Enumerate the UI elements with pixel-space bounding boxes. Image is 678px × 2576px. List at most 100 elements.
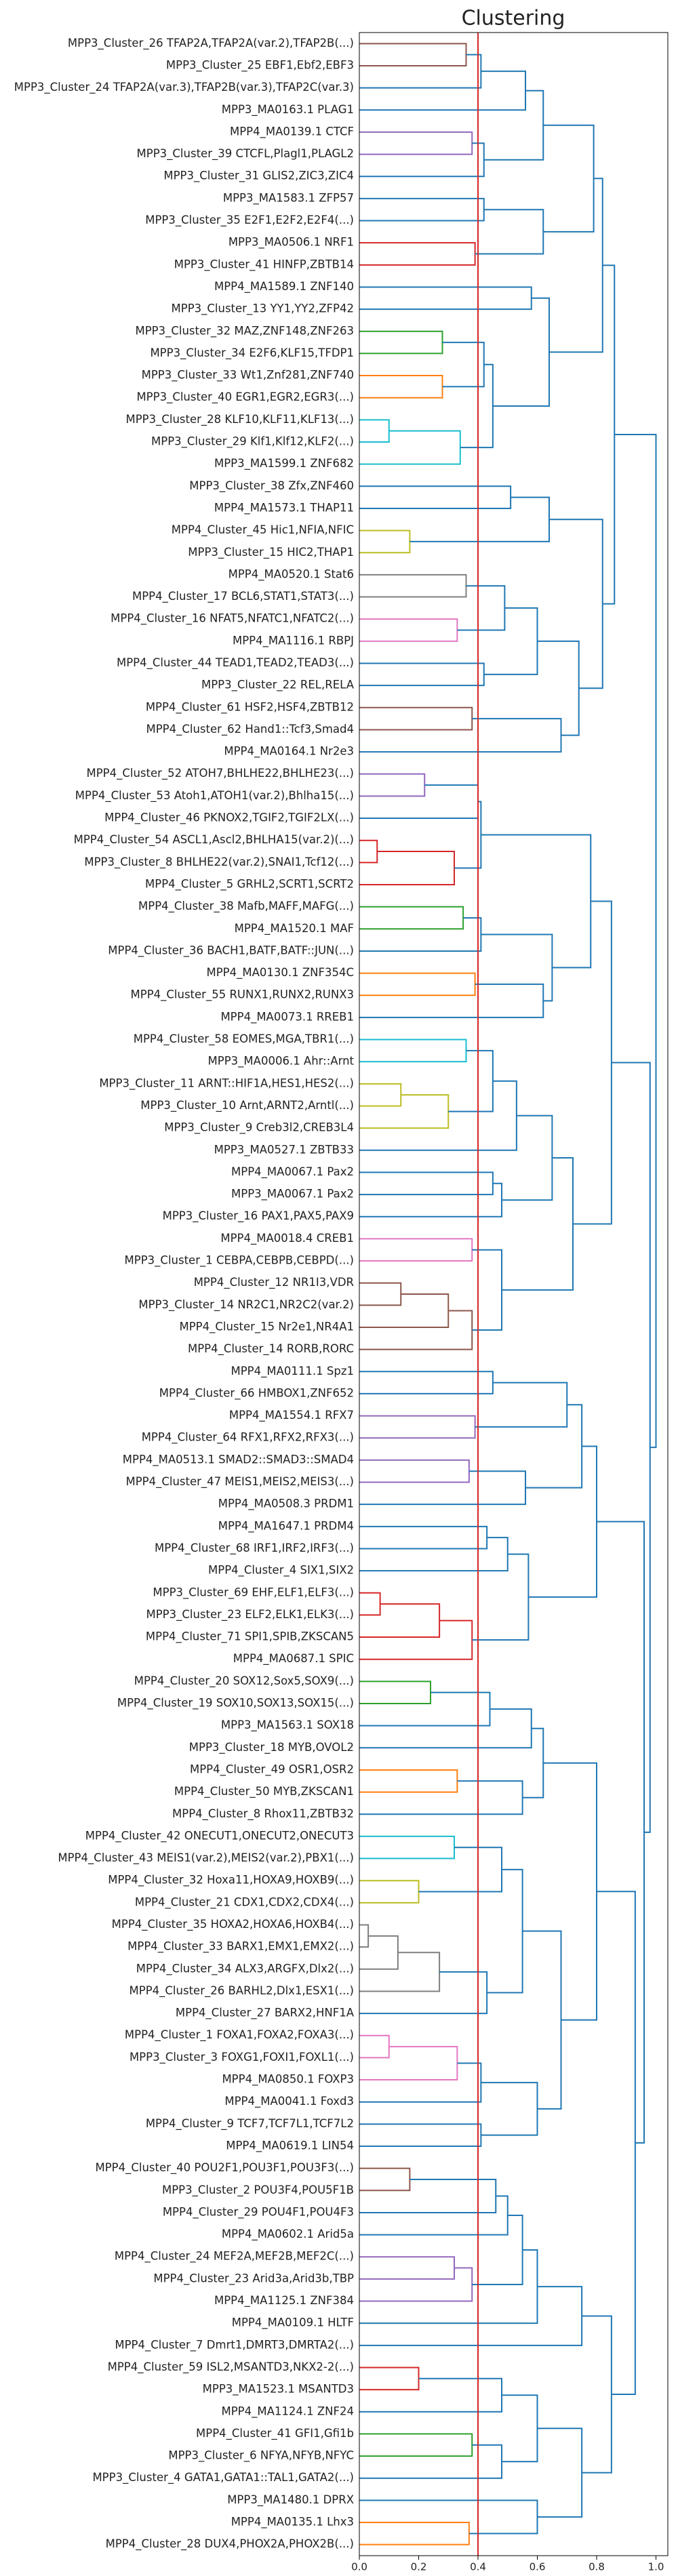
leaf-label: MPP4_Cluster_20 SOX12,Sox5,SOX9(...) xyxy=(134,1674,354,1688)
leaf-label: MPP4_Cluster_34 ALX3,ARGFX,Dlx2(...) xyxy=(136,1962,354,1975)
leaf-label: MPP4_MA0602.1 Arid5a xyxy=(222,2228,354,2241)
link xyxy=(502,1157,574,1291)
link xyxy=(359,1470,526,1506)
leaf-label: MPP4_Cluster_36 BACH1,BATF,BATF::JUN(...… xyxy=(108,944,354,957)
link xyxy=(359,1182,502,1217)
link xyxy=(359,2249,538,2325)
link xyxy=(472,2215,523,2286)
x-tick-label: 1.0 xyxy=(648,2561,664,2573)
leaf-label: MPP3_Cluster_33 Wt1,Znf281,ZNF740 xyxy=(142,369,354,382)
link xyxy=(483,607,538,675)
link xyxy=(359,784,479,820)
link xyxy=(472,1249,502,1331)
leaf-label: MPP3_Cluster_35 E2F1,E2F2,E2F4(...) xyxy=(145,214,354,227)
leaf-label: MPP3_Cluster_32 MAZ,ZNF148,ZNF263 xyxy=(135,324,354,338)
link xyxy=(502,2394,538,2463)
link xyxy=(528,1445,597,1598)
leaf-label: MPP4_Cluster_47 MEIS1,MEIS2,MEIS3(...) xyxy=(125,1475,354,1489)
link xyxy=(359,1282,402,1306)
leaf-label: MPP4_MA0687.1 SPIC xyxy=(233,1652,354,1666)
link xyxy=(359,618,458,642)
link xyxy=(582,2315,612,2474)
leaf-label: MPP4_Cluster_45 Hic1,NFIA,NFIC xyxy=(172,523,354,537)
leaf-label: MPP4_MA0111.1 Spz1 xyxy=(231,1365,355,1378)
leaf-label: MPP4_Cluster_9 TCF7,TCF7L1,TCF7L2 xyxy=(146,2117,354,2131)
link xyxy=(359,706,473,731)
leaf-label: MPP4_Cluster_50 MYB,ZKSCAN1 xyxy=(174,1785,354,1798)
link xyxy=(359,2377,502,2413)
link xyxy=(359,1083,402,1107)
link xyxy=(359,1603,441,1638)
link xyxy=(537,2428,583,2518)
x-tick-label: 0.6 xyxy=(530,2561,546,2573)
leaf-label: MPP4_MA1124.1 ZNF24 xyxy=(221,2404,354,2418)
leaf-label: MPP4_Cluster_35 HOXA2,HOXA6,HOXB4(...) xyxy=(112,1918,354,1931)
link xyxy=(359,529,411,554)
link xyxy=(359,419,390,443)
link xyxy=(359,242,476,266)
leaf-label: MPP3_Cluster_3 FOXG1,FOXI1,FOXL1(...) xyxy=(129,2051,354,2064)
link xyxy=(359,839,378,864)
link xyxy=(359,1525,488,1550)
link xyxy=(549,519,603,689)
link xyxy=(359,1459,470,1483)
leaf-label: MPP4_Cluster_68 IRF1,IRF2,IRF3(...) xyxy=(155,1542,354,1555)
leaf-label: MPP4_MA0073.1 RREB1 xyxy=(220,1010,354,1024)
link xyxy=(359,2522,470,2545)
leaf-label: MPP3_Cluster_26 TFAP2A,TFAP2A(var.2),TFA… xyxy=(68,37,354,50)
link xyxy=(525,1404,583,1489)
link xyxy=(602,264,616,605)
leaf-label: MPP4_Cluster_12 NR1I3,VDR xyxy=(194,1276,354,1289)
leaf-label: MPP4_Cluster_27 BARX2,HNF1A xyxy=(176,2007,355,2020)
leaf-label: MPP4_Cluster_15 Nr2e1,NR4A1 xyxy=(179,1320,354,1333)
leaf-label: MPP4_Cluster_32 Hoxa11,HOXA9,HOXB9(...) xyxy=(108,1874,354,1887)
link xyxy=(537,640,580,736)
leaf-label: MPP4_Cluster_53 Atoh1,ATOH1(var.2),Bhlha… xyxy=(75,789,354,803)
link xyxy=(460,363,494,449)
link xyxy=(549,178,603,353)
link xyxy=(359,1592,381,1616)
link xyxy=(481,933,553,1002)
link xyxy=(359,2256,455,2280)
link xyxy=(359,54,482,89)
link xyxy=(359,330,443,355)
leaf-label: MPP4_Cluster_8 Rhox11,ZBTB32 xyxy=(172,1807,354,1821)
leaf-label: MPP4_Cluster_33 BARX1,EMX1,EMX2(...) xyxy=(127,1940,354,1954)
leaf-label: MPP4_MA1116.1 RBPJ xyxy=(233,634,354,647)
link xyxy=(359,131,473,155)
link xyxy=(483,89,544,161)
link xyxy=(481,834,592,969)
leaf-label: MPP3_Cluster_31 GLIS2,ZIC3,ZIC4 xyxy=(163,169,354,183)
link xyxy=(359,1835,455,1859)
link xyxy=(359,1780,523,1815)
link xyxy=(359,1094,450,1129)
leaf-label: MPP3_Cluster_39 CTCFL,Plagl1,PLAGL2 xyxy=(137,147,354,161)
leaf-label: MPP4_MA0508.3 PRDM1 xyxy=(218,1497,354,1511)
link xyxy=(359,2267,473,2302)
leaf-label: MPP3_Cluster_8 BHLHE22(var.2),SNAI1,Tcf1… xyxy=(84,856,354,869)
link xyxy=(359,430,461,465)
leaf-label: MPP4_MA1647.1 PRDM4 xyxy=(218,1519,354,1533)
leaf-label: MPP4_MA1589.1 ZNF140 xyxy=(214,280,354,294)
leaf-label: MPP4_Cluster_4 SIX1,SIX2 xyxy=(208,1564,354,1577)
leaf-label: MPP4_Cluster_64 RFX1,RFX2,RFX3(...) xyxy=(142,1431,354,1445)
leaf-label: MPP3_MA0006.1 Ahr::Arnt xyxy=(208,1055,355,1068)
link xyxy=(359,1971,488,2015)
leaf-label: MPP4_MA0164.1 Nr2e3 xyxy=(224,745,354,759)
link xyxy=(359,662,485,687)
leaf-label: MPP4_MA1554.1 RFX7 xyxy=(229,1409,354,1422)
link xyxy=(359,1681,431,1705)
chart-title: Clustering xyxy=(462,7,565,31)
leaf-label: MPP4_Cluster_23 Arid3a,Arid3b,TBP xyxy=(153,2272,354,2285)
link xyxy=(359,485,512,509)
leaf-label: MPP4_Cluster_7 Dmrt1,DMRT3,DMRTA2(...) xyxy=(115,2338,354,2352)
link xyxy=(359,1371,494,1394)
leaf-label: MPP3_Cluster_22 REL,RELA xyxy=(201,679,355,692)
leaf-label: MPP3_Cluster_15 HIC2,THAP1 xyxy=(188,546,354,559)
link xyxy=(359,2195,509,2236)
x-tick-label: 0.2 xyxy=(411,2561,427,2573)
leaf-label: MPP4_Cluster_16 NFAT5,NFATC1,NFATC2(...) xyxy=(111,612,354,626)
leaf-label: MPP3_Cluster_9 Creb3l2,CREB3L4 xyxy=(164,1121,354,1135)
leaf-label: MPP4_Cluster_21 CDX1,CDX2,CDX4(...) xyxy=(135,1895,354,1909)
leaf-label: MPP4_Cluster_17 BCL6,STAT1,STAT3(...) xyxy=(132,590,354,603)
